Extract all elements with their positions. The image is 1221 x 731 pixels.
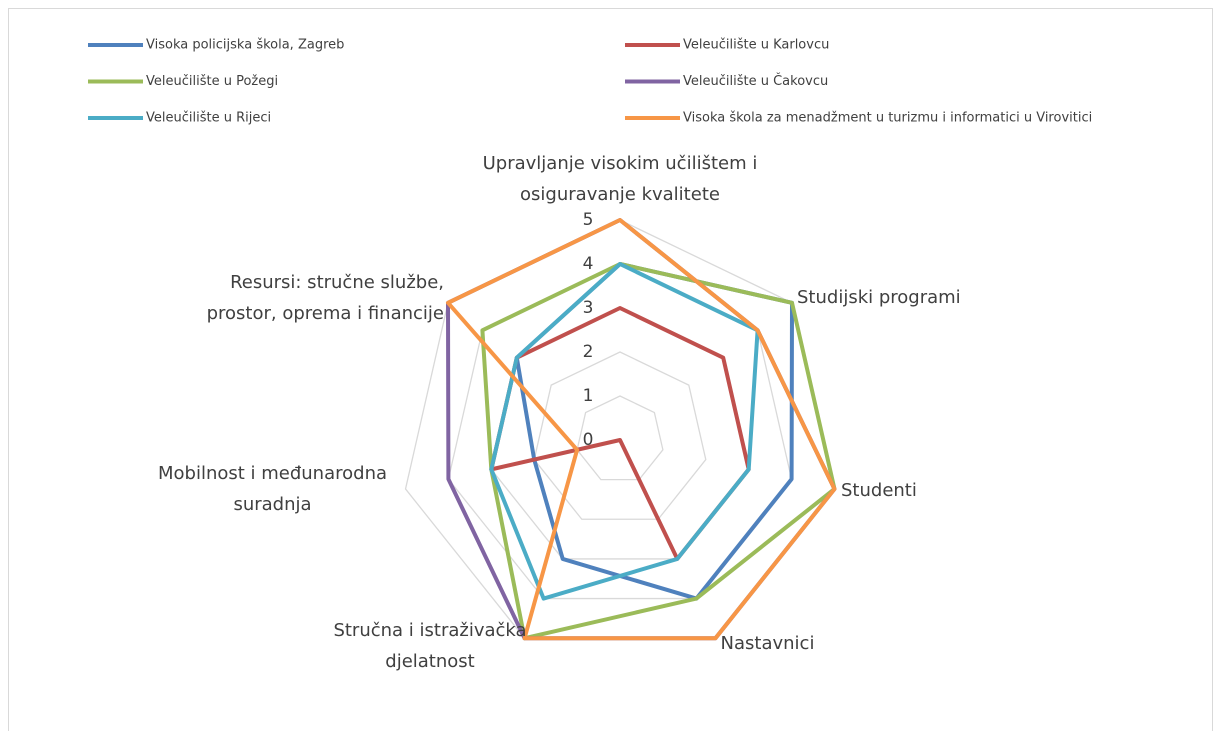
grid-ring [533, 351, 707, 520]
legend-label: Veleučilište u Čakovcu [683, 73, 828, 89]
tick-label: 3 [583, 298, 594, 318]
axis-label: Mobilnost i međunarodna suradnja [157, 463, 388, 515]
axis-label: Studenti [841, 480, 917, 501]
axis-label: Resursi: stručne službe, prostor, oprema… [206, 272, 444, 324]
tick-label: 5 [583, 210, 594, 230]
axis-label: Nastavnici [720, 633, 815, 654]
legend-label: Visoka policijska škola, Zagreb [146, 38, 344, 53]
series-line [480, 262, 837, 641]
series-line [445, 218, 837, 641]
grid-ring [447, 263, 793, 600]
legend-label: Veleučilište u Rijeci [146, 111, 271, 126]
legend-label: Veleučilište u Karlovcu [683, 38, 829, 53]
legend-label: Veleučilište u Požegi [146, 74, 278, 89]
series-line [514, 262, 795, 601]
frame [8, 8, 1213, 731]
axis-label: Stručna i istraživačka djelatnost [333, 620, 527, 672]
axis-label: Studijski programi [797, 287, 961, 308]
grid-ring [576, 395, 664, 481]
axis-label: Upravljanje visokim učilištem i osigurav… [482, 153, 758, 205]
series-line [445, 218, 837, 641]
tick-label: 0 [583, 430, 594, 450]
tick-label: 2 [583, 342, 594, 362]
tick-label: 1 [583, 386, 594, 406]
tick-label: 4 [583, 254, 594, 274]
legend-label: Visoka škola za menadžment u turizmu i i… [683, 111, 1092, 126]
